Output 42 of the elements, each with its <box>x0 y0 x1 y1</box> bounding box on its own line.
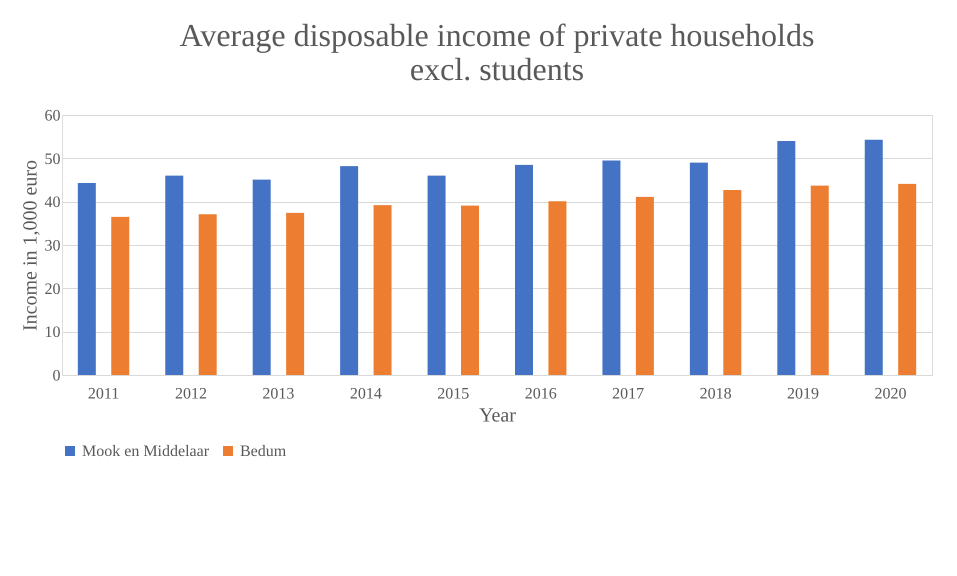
legend-label: Mook en Middelaar <box>82 443 210 460</box>
bar <box>723 190 742 375</box>
bar <box>286 212 304 375</box>
y-tick-label: 0 <box>52 368 60 384</box>
y-tick-label: 10 <box>44 324 60 342</box>
bar <box>78 183 96 375</box>
bar <box>898 184 916 375</box>
y-tick-label: 30 <box>44 238 60 254</box>
bar <box>428 176 446 375</box>
text: Average disposable income of private households <box>180 17 814 53</box>
bar <box>198 214 217 375</box>
bar <box>690 162 708 375</box>
y-axis-title: Income in 1,000 euro <box>20 160 42 332</box>
y-tick-label: 40 <box>44 194 60 212</box>
bar <box>340 166 358 375</box>
bar <box>810 186 829 375</box>
bar <box>515 164 534 375</box>
x-axis-title: Year <box>479 404 516 426</box>
x-tick-label: 2015 <box>437 386 470 402</box>
bar <box>252 180 271 375</box>
x-tick-label: 2011 <box>88 386 120 402</box>
bar <box>864 140 883 375</box>
bar <box>548 201 566 375</box>
legend-label: Bedum <box>240 443 287 460</box>
x-tick-label: 2016 <box>524 386 557 402</box>
bar <box>165 176 184 375</box>
bar <box>374 205 392 375</box>
x-tick-label: 2019 <box>787 386 820 402</box>
bar <box>777 141 796 375</box>
x-tick-label: 2017 <box>612 386 644 402</box>
bar <box>636 196 654 375</box>
x-tick-label: 2018 <box>700 386 732 402</box>
y-tick-label: 20 <box>44 280 60 298</box>
y-tick-label: 50 <box>44 150 60 168</box>
x-tick-label: 2012 <box>174 386 207 402</box>
y-tick-label: 60 <box>44 108 60 124</box>
bar <box>602 160 620 375</box>
x-tick-label: 2014 <box>350 386 382 402</box>
x-tick-label: 2020 <box>874 386 906 402</box>
x-tick-label: 2013 <box>262 386 294 402</box>
bar <box>460 206 479 375</box>
bar <box>111 216 130 375</box>
